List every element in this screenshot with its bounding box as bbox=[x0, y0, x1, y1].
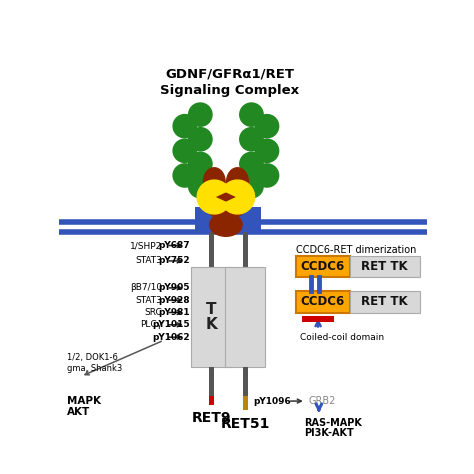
Circle shape bbox=[188, 152, 213, 176]
Text: pY687: pY687 bbox=[158, 241, 190, 250]
Text: RET51: RET51 bbox=[220, 417, 270, 431]
Text: PI3K-AKT: PI3K-AKT bbox=[304, 428, 354, 438]
Circle shape bbox=[173, 138, 197, 163]
Text: STAT3: STAT3 bbox=[136, 296, 162, 305]
Text: pY1062: pY1062 bbox=[152, 333, 190, 342]
Circle shape bbox=[239, 152, 264, 176]
Bar bbox=[209, 367, 214, 396]
Text: 1/2, DOK1-6: 1/2, DOK1-6 bbox=[67, 353, 118, 362]
Text: PLCγ: PLCγ bbox=[140, 320, 162, 329]
Circle shape bbox=[173, 163, 197, 188]
Text: CCDC6: CCDC6 bbox=[301, 295, 345, 308]
Bar bbox=[296, 291, 350, 312]
Text: GRB2: GRB2 bbox=[308, 396, 336, 406]
Text: T
K: T K bbox=[205, 302, 217, 332]
Text: RET TK: RET TK bbox=[362, 260, 408, 273]
Text: CCDC6-RET dimerization: CCDC6-RET dimerization bbox=[296, 245, 417, 255]
Bar bbox=[195, 207, 219, 230]
Circle shape bbox=[188, 102, 213, 127]
Bar bbox=[209, 396, 214, 405]
Text: SRC: SRC bbox=[145, 308, 162, 317]
Wedge shape bbox=[222, 180, 255, 214]
Wedge shape bbox=[197, 180, 230, 214]
Bar bbox=[236, 207, 261, 230]
Bar bbox=[350, 291, 419, 312]
Text: RET TK: RET TK bbox=[362, 295, 408, 308]
Ellipse shape bbox=[227, 168, 248, 195]
Text: CCDC6: CCDC6 bbox=[301, 260, 345, 273]
Text: pY1015: pY1015 bbox=[152, 320, 190, 329]
Bar bbox=[243, 367, 248, 396]
Text: pY1096: pY1096 bbox=[253, 397, 291, 406]
Circle shape bbox=[255, 138, 279, 163]
Text: RET9: RET9 bbox=[191, 411, 231, 425]
Bar bbox=[191, 267, 231, 367]
Text: 1/SHP2: 1/SHP2 bbox=[130, 241, 162, 250]
Bar bbox=[243, 180, 248, 222]
Bar bbox=[296, 255, 350, 277]
Text: Coiled-coil domain: Coiled-coil domain bbox=[300, 333, 383, 342]
Text: pY981: pY981 bbox=[158, 308, 190, 317]
Circle shape bbox=[239, 174, 264, 199]
Text: pY928: pY928 bbox=[158, 296, 190, 305]
Circle shape bbox=[239, 102, 264, 127]
Text: STAT3: STAT3 bbox=[136, 256, 162, 265]
Text: βB7/10: βB7/10 bbox=[130, 283, 162, 292]
Bar bbox=[302, 316, 334, 322]
Bar bbox=[243, 396, 248, 410]
Ellipse shape bbox=[205, 187, 247, 219]
Bar bbox=[243, 232, 248, 267]
Text: pY905: pY905 bbox=[158, 283, 190, 292]
Circle shape bbox=[239, 127, 264, 152]
Text: pY752: pY752 bbox=[158, 256, 190, 265]
Bar bbox=[209, 232, 214, 267]
Circle shape bbox=[255, 163, 279, 188]
Text: RAS-MAPK: RAS-MAPK bbox=[304, 418, 362, 428]
Circle shape bbox=[173, 114, 197, 138]
Text: AKT: AKT bbox=[67, 407, 90, 417]
Text: MAPK: MAPK bbox=[67, 396, 101, 406]
Bar bbox=[225, 267, 265, 367]
Bar bbox=[209, 180, 214, 222]
Circle shape bbox=[255, 114, 279, 138]
Bar bbox=[350, 255, 419, 277]
Text: gma, Shank3: gma, Shank3 bbox=[67, 364, 122, 373]
Ellipse shape bbox=[210, 213, 242, 237]
Circle shape bbox=[188, 174, 213, 199]
Circle shape bbox=[188, 127, 213, 152]
Text: GDNF/GFRα1/RET
Signaling Complex: GDNF/GFRα1/RET Signaling Complex bbox=[160, 68, 299, 97]
Ellipse shape bbox=[203, 168, 225, 195]
